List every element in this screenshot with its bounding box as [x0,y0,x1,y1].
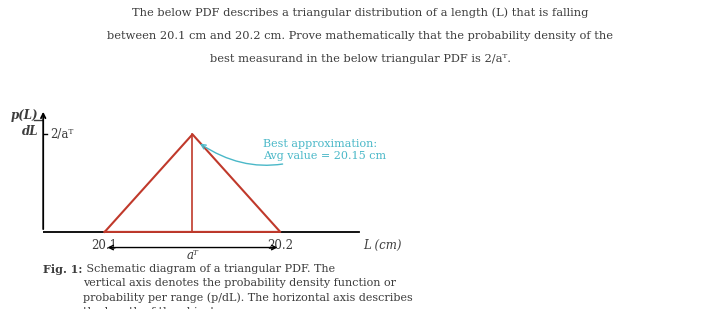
Text: Best approximation:
Avg value = 20.15 cm: Best approximation: Avg value = 20.15 cm [202,139,386,165]
Text: p(L): p(L) [10,109,38,122]
Text: 20.2: 20.2 [267,239,293,252]
Text: dL: dL [22,125,38,138]
Text: L (cm): L (cm) [363,239,401,252]
Text: best measurand in the below triangular PDF is 2/aᵀ.: best measurand in the below triangular P… [210,54,510,64]
Text: between 20.1 cm and 20.2 cm. Prove mathematically that the probability density o: between 20.1 cm and 20.2 cm. Prove mathe… [107,31,613,41]
Text: Fig. 1:: Fig. 1: [43,264,83,275]
Text: 2/aᵀ: 2/aᵀ [50,128,73,141]
Text: aᵀ: aᵀ [186,249,199,262]
Text: 20.1: 20.1 [91,239,117,252]
Text: The below PDF describes a triangular distribution of a length (L) that is fallin: The below PDF describes a triangular dis… [132,8,588,18]
Text: Schematic diagram of a triangular PDF. The
vertical axis denotes the probability: Schematic diagram of a triangular PDF. T… [83,264,413,309]
